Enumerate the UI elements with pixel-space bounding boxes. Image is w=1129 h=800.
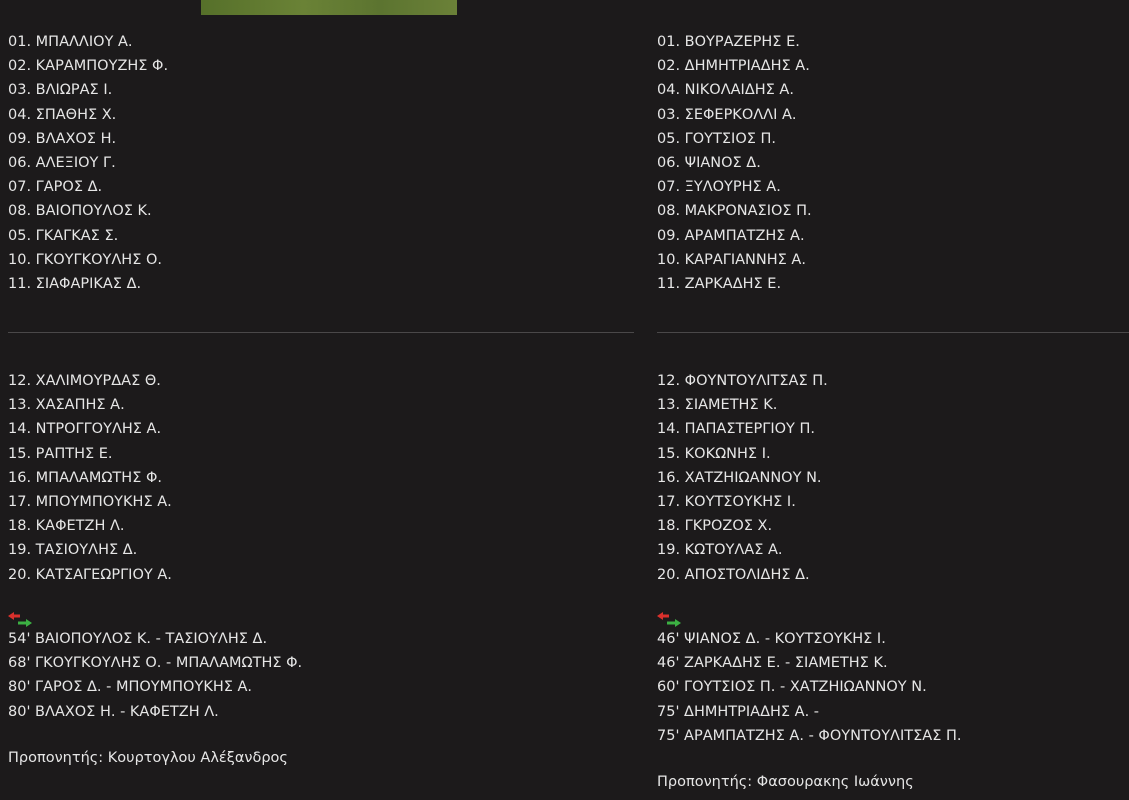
divider — [8, 332, 634, 333]
list-item: 10. ΓΚΟΥΓΚΟΥΛΗΣ Ο. — [8, 251, 162, 268]
list-item: 18. ΚΑΦΕΤΖΗ Λ. — [8, 518, 125, 535]
list-item: 16. ΧΑΤΖΗΙΩΑΝΝΟΥ Ν. — [657, 469, 822, 486]
list-item: 05. ΓΚΑΓΚΑΣ Σ. — [8, 227, 119, 244]
list-item: 09. ΑΡΑΜΠΑΤΖΗΣ Α. — [657, 227, 805, 244]
away-coach: Προπονητής: Φασουρακης Ιωάννης — [657, 774, 914, 790]
list-item: 02. ΚΑΡΑΜΠΟΥΖΗΣ Φ. — [8, 58, 169, 75]
list-item: 17. ΜΠΟΥΜΠΟΥΚΗΣ Α. — [8, 493, 172, 510]
list-item: 05. ΓΟΥΤΣΙΟΣ Π. — [657, 130, 777, 147]
list-item: 60' ΓΟΥΤΣΙΟΣ Π. - ΧΑΤΖΗΙΩΑΝΝΟΥ Ν. — [657, 679, 927, 696]
list-item: 13. ΧΑΣΑΠΗΣ Α. — [8, 397, 125, 414]
away-starters-list: 01. ΒΟΥΡΑΖΕΡΗΣ Ε. 02. ΔΗΜΗΤΡΙΑΔΗΣ Α. 04. Ν… — [657, 30, 812, 296]
list-item: 08. ΜΑΚΡΟΝΑΣΙΟΣ Π. — [657, 203, 812, 220]
list-item: 46' ΖΑΡΚΑΔΗΣ Ε. - ΣΙΑΜΕΤΗΣ Κ. — [657, 655, 888, 672]
list-item: 15. ΡΑΠΤΗΣ Ε. — [8, 445, 113, 462]
home-substitutes-list: 12. ΧΑΛΙΜΟΥΡΔΑΣ Θ. 13. ΧΑΣΑΠΗΣ Α. 14. ΝΤΡΟ… — [8, 369, 172, 587]
list-item: 75' ΔΗΜΗΤΡΙΑΔΗΣ Α. - — [657, 703, 820, 720]
list-item: 12. ΧΑΛΙΜΟΥΡΔΑΣ Θ. — [8, 373, 161, 389]
home-starters-list: 01. ΜΠΑΛΛΙΟΥ Α. 02. ΚΑΡΑΜΠΟΥΖΗΣ Φ. 03. ΒΛΙ… — [8, 30, 168, 296]
home-substitutions-list: 54' ΒΑΙΟΠΟΥΛΟΣ Κ. - ΤΑΣΙΟΥΛΗΣ Δ. 68' ΓΚΟΥ… — [8, 627, 302, 724]
list-item: 04. ΝΙΚΟΛΑΙΔΗΣ Α. — [657, 82, 794, 99]
list-item: 06. ΑΛΕΞΙΟΥ Γ. — [8, 154, 116, 171]
list-item: 14. ΝΤΡΟΓΓΟΥΛΗΣ Α. — [8, 421, 162, 438]
list-item: 07. ΞΥΛΟΥΡΗΣ Α. — [657, 179, 781, 196]
list-item: 14. ΠΑΠΑΣΤΕΡΓΙΟΥ Π. — [657, 421, 815, 438]
list-item: 10. ΚΑΡΑΓΙΑΝΝΗΣ Α. — [657, 251, 806, 268]
pitch-image — [201, 0, 457, 15]
list-item: 03. ΣΕΦΕΡΚΟΛΛΙ Α. — [657, 106, 797, 123]
list-item: 68' ΓΚΟΥΓΚΟΥΛΗΣ Ο. - ΜΠΑΛΑΜΩΤΗΣ Φ. — [8, 655, 303, 672]
substitution-arrows-icon — [657, 612, 681, 627]
list-item: 03. ΒΛΙΩΡΑΣ Ι. — [8, 82, 113, 99]
list-item: 19. ΤΑΣΙΟΥΛΗΣ Δ. — [8, 542, 138, 559]
list-item: 02. ΔΗΜΗΤΡΙΑΔΗΣ Α. — [657, 58, 810, 75]
list-item: 12. ΦΟΥΝΤΟΥΛΙΤΣΑΣ Π. — [657, 373, 828, 389]
away-substitutions-list: 46' ΨΙΑΝΟΣ Δ. - ΚΟΥΤΣΟΥΚΗΣ Ι. 46' ΖΑΡΚΑΔΗ… — [657, 627, 961, 748]
list-item: 19. ΚΩΤΟΥΛΑΣ Α. — [657, 542, 783, 559]
list-item: 01. ΜΠΑΛΛΙΟΥ Α. — [8, 34, 133, 50]
home-coach: Προπονητής: Κουρτογλου Αλέξανδρος — [8, 750, 288, 766]
list-item: 04. ΣΠΑΘΗΣ Χ. — [8, 106, 117, 123]
divider — [657, 332, 1129, 333]
away-substitutes-list: 12. ΦΟΥΝΤΟΥΛΙΤΣΑΣ Π. 13. ΣΙΑΜΕΤΗΣ Κ. 14. Π… — [657, 369, 828, 587]
list-item: 18. ΓΚΡΟΖΟΣ Χ. — [657, 518, 773, 535]
list-item: 06. ΨΙΑΝΟΣ Δ. — [657, 154, 761, 171]
list-item: 13. ΣΙΑΜΕΤΗΣ Κ. — [657, 397, 778, 414]
list-item: 15. ΚΟΚΩΝΗΣ Ι. — [657, 445, 771, 462]
list-item: 80' ΒΛΑΧΟΣ Η. - ΚΑΦΕΤΖΗ Λ. — [8, 703, 219, 720]
list-item: 17. ΚΟΥΤΣΟΥΚΗΣ Ι. — [657, 493, 796, 510]
list-item: 09. ΒΛΑΧΟΣ Η. — [8, 130, 117, 147]
list-item: 80' ΓΑΡΟΣ Δ. - ΜΠΟΥΜΠΟΥΚΗΣ Α. — [8, 679, 253, 696]
list-item: 11. ΖΑΡΚΑΔΗΣ Ε. — [657, 275, 782, 292]
list-item: 54' ΒΑΙΟΠΟΥΛΟΣ Κ. - ΤΑΣΙΟΥΛΗΣ Δ. — [8, 631, 268, 647]
list-item: 20. ΚΑΤΣΑΓΕΩΡΓΙΟΥ Α. — [8, 566, 172, 583]
list-item: 07. ΓΑΡΟΣ Δ. — [8, 179, 103, 196]
list-item: 08. ΒΑΙΟΠΟΥΛΟΣ Κ. — [8, 203, 152, 220]
list-item: 20. ΑΠΟΣΤΟΛΙΔΗΣ Δ. — [657, 566, 810, 583]
list-item: 75' ΑΡΑΜΠΑΤΖΗΣ Α. - ΦΟΥΝΤΟΥΛΙΤΣΑΣ Π. — [657, 727, 962, 744]
list-item: 16. ΜΠΑΛΑΜΩΤΗΣ Φ. — [8, 469, 162, 486]
list-item: 46' ΨΙΑΝΟΣ Δ. - ΚΟΥΤΣΟΥΚΗΣ Ι. — [657, 631, 886, 647]
substitution-arrows-icon — [8, 612, 32, 627]
list-item: 01. ΒΟΥΡΑΖΕΡΗΣ Ε. — [657, 34, 800, 50]
list-item: 11. ΣΙΑΦΑΡΙΚΑΣ Δ. — [8, 275, 142, 292]
